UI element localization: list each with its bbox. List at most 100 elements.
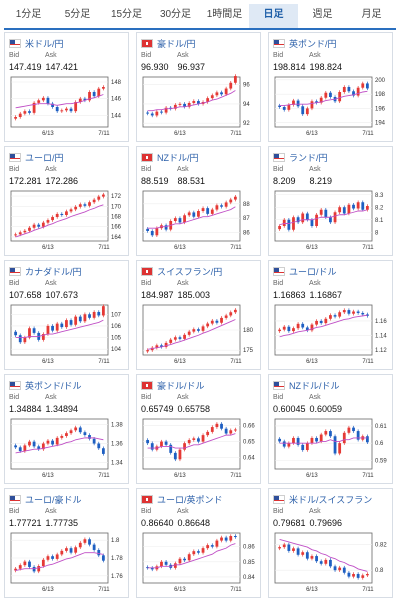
rate-card[interactable]: 豪ドル/円 Bid Ask 96.930 96.937 92 94 96 6/13 7/… xyxy=(136,32,261,142)
candle xyxy=(338,92,342,102)
y-tick-label: 1.12 xyxy=(375,348,387,354)
tab-0[interactable]: 1分足 xyxy=(15,9,42,20)
candle xyxy=(60,110,64,112)
candle xyxy=(333,315,337,317)
pair-name[interactable]: 豪ドル/ドル xyxy=(157,380,205,391)
ask-value: 0.79696 xyxy=(309,518,343,528)
y-tick-label: 92 xyxy=(243,121,250,127)
rate-card[interactable]: 英ポンド/ドル Bid Ask 1.34884 1.34894 1.34 1.36… xyxy=(4,374,129,484)
rate-card[interactable]: 米ドル/円 Bid Ask 147.419 147.421 144 146 148 6… xyxy=(4,32,129,142)
pair-name[interactable]: 米ドル/円 xyxy=(25,38,64,49)
candle xyxy=(215,423,219,428)
candle xyxy=(365,436,369,443)
price-chart: 1.12 1.14 1.16 6/13 7/11 xyxy=(274,304,387,365)
pair-name[interactable]: 豪ドル/円 xyxy=(157,38,196,49)
plot-frame xyxy=(10,304,109,356)
y-tick-label: 0.65 xyxy=(243,440,255,446)
candle xyxy=(78,427,82,433)
pair-name[interactable]: 英ポンド/ドル xyxy=(25,380,82,391)
candle xyxy=(206,545,210,549)
pair-name[interactable]: 米ドル/スイスフラン xyxy=(289,494,373,505)
rate-card[interactable]: スイスフラン/円 Bid Ask 184.987 185.003 175 180 6… xyxy=(136,260,261,370)
rate-card[interactable]: ユーロ/英ポンド Bid Ask 0.86640 0.86648 0.84 0.8… xyxy=(136,488,261,598)
card-title[interactable]: 米ドル/円 xyxy=(9,37,64,49)
pair-name[interactable]: ユーロ/円 xyxy=(25,152,64,163)
plot-frame xyxy=(142,76,241,128)
card-title[interactable]: 英ポンド/円 xyxy=(273,37,337,49)
bid-ask-values: 0.86640 0.86648 xyxy=(141,518,212,528)
rates-grid: 米ドル/円 Bid Ask 147.419 147.421 144 146 148 6… xyxy=(4,32,396,598)
ask-label: Ask xyxy=(44,508,57,515)
tab-5[interactable]: 日足 xyxy=(249,4,298,28)
pair-name[interactable]: NZドル/ドル xyxy=(289,380,340,391)
x-tick-label: 7/11 xyxy=(98,131,110,137)
rate-card[interactable]: ユーロ/円 Bid Ask 172.281 172.286 164 166 168 1… xyxy=(4,146,129,256)
x-tick-label: 7/11 xyxy=(98,587,110,593)
candle xyxy=(18,232,22,235)
rate-card[interactable]: カナダドル/円 Bid Ask 107.658 107.673 104 105 10… xyxy=(4,260,129,370)
candle xyxy=(28,441,31,446)
y-tick-label: 87 xyxy=(243,216,250,222)
card-title[interactable]: カナダドル/円 xyxy=(9,265,82,277)
candle xyxy=(101,448,105,454)
rate-card[interactable]: 英ポンド/円 Bid Ask 198.814 198.824 194 196 198… xyxy=(268,32,393,142)
rate-card[interactable]: NZドル/ドル Bid Ask 0.60045 0.60059 0.59 0.6 0… xyxy=(268,374,393,484)
tab-3[interactable]: 30分足 xyxy=(159,9,192,20)
rate-card[interactable]: ユーロ/ドル Bid Ask 1.16863 1.16867 1.12 1.14 1… xyxy=(268,260,393,370)
ask-value: 0.60059 xyxy=(309,404,343,414)
tab-6[interactable]: 週足 xyxy=(312,9,333,20)
pair-name[interactable]: ユーロ/ドル xyxy=(289,266,337,277)
candle xyxy=(55,107,59,112)
candle xyxy=(282,544,286,548)
candle xyxy=(18,335,22,343)
bid-value: 198.814 xyxy=(273,62,306,72)
rate-card[interactable]: ユーロ/豪ドル Bid Ask 1.77721 1.77735 1.76 1.78… xyxy=(4,488,129,598)
bid-value: 1.77721 xyxy=(9,518,42,528)
bid-ask-values: 1.77721 1.77735 xyxy=(9,518,80,528)
pair-name[interactable]: スイスフラン/円 xyxy=(157,266,223,277)
candle xyxy=(282,326,286,330)
candle xyxy=(329,431,332,437)
candle xyxy=(41,334,45,340)
card-title[interactable]: スイスフラン/円 xyxy=(141,265,222,277)
tab-7[interactable]: 月足 xyxy=(361,9,382,20)
pair-name[interactable]: ランド/円 xyxy=(289,152,328,163)
pair-name[interactable]: ユーロ/豪ドル xyxy=(25,494,82,505)
card-title[interactable]: NZドル/ドル xyxy=(273,379,340,391)
rate-card[interactable]: ランド/円 Bid Ask 8.209 8.219 8 8.1 8.2 8.3 6/13… xyxy=(268,146,393,256)
y-tick-label: 175 xyxy=(243,348,254,354)
pair-name[interactable]: ユーロ/英ポンド xyxy=(157,494,223,505)
card-title[interactable]: 英ポンド/ドル xyxy=(9,379,82,391)
tab-4[interactable]: 1時間足 xyxy=(206,9,243,20)
card-title[interactable]: ユーロ/ドル xyxy=(273,265,337,277)
card-title[interactable]: ユーロ/豪ドル xyxy=(9,493,82,505)
pair-name[interactable]: NZドル/円 xyxy=(157,152,199,163)
candle xyxy=(55,437,59,445)
card-title[interactable]: ユーロ/英ポンド xyxy=(141,493,223,505)
candle xyxy=(164,561,168,565)
candle xyxy=(169,107,173,109)
pair-name[interactable]: 英ポンド/円 xyxy=(289,38,337,49)
card-title[interactable]: NZドル/円 xyxy=(141,151,199,163)
candle xyxy=(37,566,41,572)
bid-ask-labels: Bid Ask xyxy=(273,508,343,515)
tab-2[interactable]: 15分足 xyxy=(110,9,143,20)
candle xyxy=(229,536,233,541)
pair-name[interactable]: カナダドル/円 xyxy=(25,266,82,277)
rate-card[interactable]: 米ドル/スイスフラン Bid Ask 0.79681 0.79696 0.8 0.… xyxy=(268,488,393,598)
moving-average-line xyxy=(15,552,104,571)
candle xyxy=(342,87,346,92)
rate-card[interactable]: NZドル/円 Bid Ask 88.519 88.531 86 87 88 6/13 7… xyxy=(136,146,261,256)
card-title[interactable]: 豪ドル/円 xyxy=(141,37,196,49)
x-tick-label: 6/13 xyxy=(42,587,54,593)
rate-card[interactable]: 豪ドル/ドル Bid Ask 0.65749 0.65758 0.64 0.65 0… xyxy=(136,374,261,484)
moving-average-line xyxy=(15,204,104,238)
bid-value: 147.419 xyxy=(9,62,42,72)
flag-icon xyxy=(9,380,21,390)
candle xyxy=(78,204,82,207)
card-title[interactable]: 米ドル/スイスフラン xyxy=(273,493,372,505)
card-title[interactable]: 豪ドル/ドル xyxy=(141,379,205,391)
card-title[interactable]: ランド/円 xyxy=(273,151,328,163)
tab-1[interactable]: 5分足 xyxy=(64,9,91,20)
card-title[interactable]: ユーロ/円 xyxy=(9,151,64,163)
